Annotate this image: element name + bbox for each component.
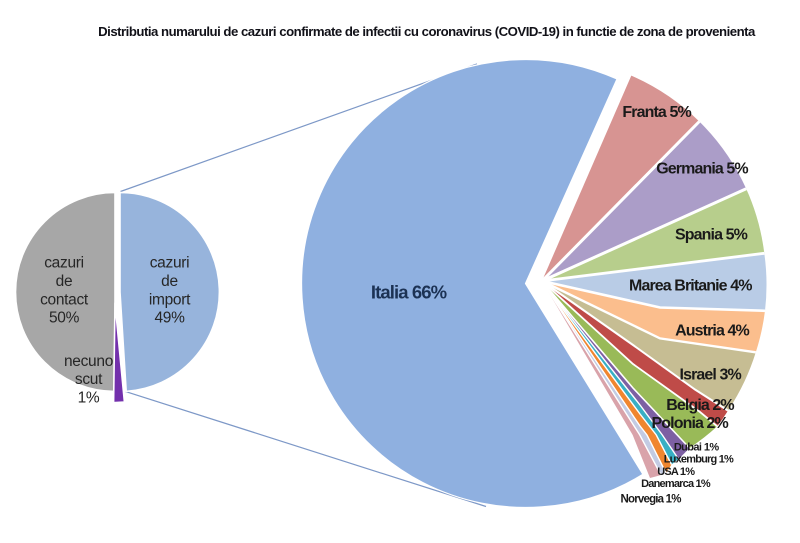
svg-text:1%: 1% <box>78 389 100 406</box>
svg-text:de: de <box>161 273 178 290</box>
svg-text:USA 1%: USA 1% <box>657 466 695 478</box>
svg-text:49%: 49% <box>154 310 185 327</box>
svg-text:import: import <box>149 291 191 308</box>
svg-text:cazuri: cazuri <box>44 255 84 272</box>
svg-text:de: de <box>56 273 73 290</box>
svg-text:Israel 3%: Israel 3% <box>680 367 742 384</box>
svg-text:Norvegia 1%: Norvegia 1% <box>620 494 681 506</box>
svg-text:Spania 5%: Spania 5% <box>675 227 748 244</box>
svg-text:50%: 50% <box>49 310 80 327</box>
svg-text:Distributia numarului de cazur: Distributia numarului de cazuri confirma… <box>98 24 756 39</box>
svg-text:contact: contact <box>40 291 89 308</box>
svg-text:Belgia 2%: Belgia 2% <box>666 397 734 414</box>
svg-text:cazuri: cazuri <box>150 255 190 272</box>
svg-text:Dubai 1%: Dubai 1% <box>674 441 720 453</box>
svg-text:Polonia 2%: Polonia 2% <box>652 415 729 432</box>
svg-text:Germania 5%: Germania 5% <box>656 161 748 178</box>
svg-text:Austria 4%: Austria 4% <box>675 323 749 340</box>
svg-text:scut: scut <box>75 371 103 388</box>
svg-text:Marea Britanie 4%: Marea Britanie 4% <box>629 277 752 294</box>
svg-text:necuno: necuno <box>64 353 113 370</box>
svg-text:Franta 5%: Franta 5% <box>622 104 691 121</box>
svg-text:Danemarca 1%: Danemarca 1% <box>641 478 711 490</box>
svg-text:Luxemburg 1%: Luxemburg 1% <box>664 454 734 466</box>
svg-text:Italia 66%: Italia 66% <box>371 282 447 303</box>
